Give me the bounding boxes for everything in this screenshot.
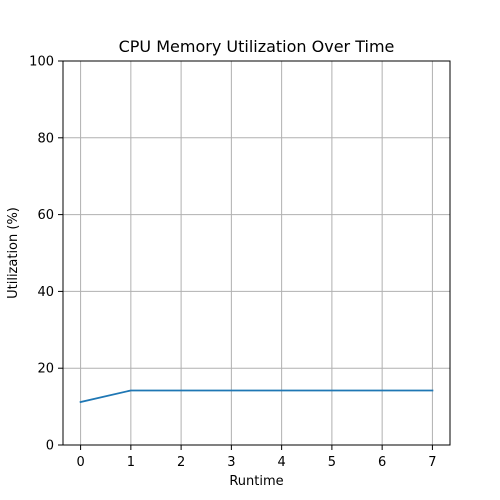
- y-tick-label: 20: [37, 362, 54, 377]
- plot-frame: [62, 60, 451, 446]
- y-tick-label: 60: [37, 208, 54, 223]
- chart-title: CPU Memory Utilization Over Time: [119, 37, 395, 56]
- x-tick-label: 5: [328, 455, 336, 470]
- series-layer: [79, 389, 434, 404]
- y-axis: 0 20 40 60 80 100: [29, 55, 63, 454]
- y-tick-label: 80: [37, 131, 54, 146]
- series-line: [79, 389, 434, 404]
- y-tick-label: 0: [46, 439, 54, 454]
- plot-area: [62, 60, 451, 446]
- x-tick-label: 0: [76, 455, 84, 470]
- y-tick-label: 100: [29, 55, 54, 70]
- x-tick-label: 6: [378, 455, 386, 470]
- x-tick-label: 1: [127, 455, 135, 470]
- y-tick-label: 40: [37, 285, 54, 300]
- x-tick-label: 4: [277, 455, 285, 470]
- y-axis-label: Utilization (%): [6, 207, 21, 299]
- plot-background: [63, 61, 450, 445]
- x-axis: 0 1 2 3 4 5 6 7: [76, 445, 437, 470]
- x-tick-label: 2: [177, 455, 185, 470]
- x-tick-label: 3: [227, 455, 235, 470]
- x-axis-label: Runtime: [229, 474, 283, 489]
- x-tick-label: 7: [428, 455, 436, 470]
